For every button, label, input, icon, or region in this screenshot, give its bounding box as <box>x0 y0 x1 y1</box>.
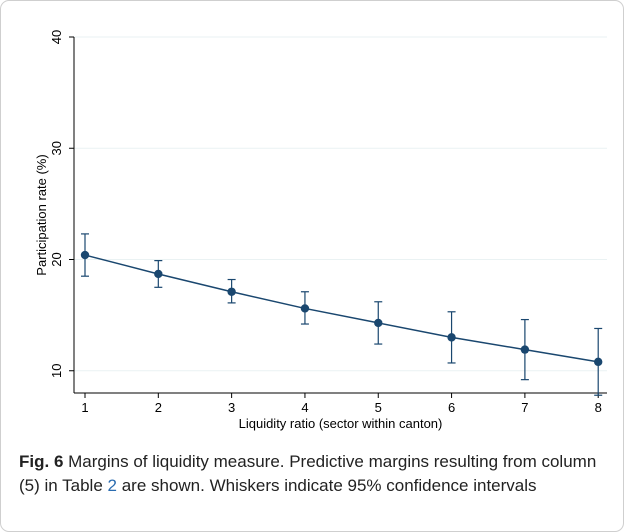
x-tick-label: 8 <box>595 400 602 415</box>
y-tick-label: 40 <box>49 30 64 44</box>
table-reference-link[interactable]: 2 <box>107 476 117 495</box>
caption-text-before: Margins of liquidity measure. Predictive… <box>19 452 597 495</box>
x-tick-label: 6 <box>448 400 455 415</box>
data-point <box>300 304 310 313</box>
y-tick-label: 10 <box>49 364 64 378</box>
y-ticks: 10 20 30 40 <box>49 30 74 378</box>
data-point <box>520 345 530 354</box>
y-tick-label: 20 <box>49 252 64 266</box>
y-tick-label: 30 <box>49 141 64 155</box>
data-point <box>447 333 456 342</box>
figure-label: Fig. 6 <box>19 452 64 471</box>
x-tick-label: 7 <box>521 400 528 415</box>
gridlines <box>74 36 607 372</box>
data-point <box>594 357 603 367</box>
x-axis-title: Liquidity ratio (sector within canton) <box>239 416 443 431</box>
x-tick-label: 3 <box>228 400 235 415</box>
x-tick-label: 5 <box>375 400 382 415</box>
series-line <box>84 254 599 363</box>
data-point <box>154 269 163 279</box>
data-point <box>227 287 236 296</box>
x-ticks: 1 2 3 4 5 6 7 8 <box>81 393 602 415</box>
figure-caption: Fig. 6 Margins of liquidity measure. Pre… <box>19 450 609 498</box>
data-point <box>374 318 383 328</box>
margins-chart: 10 20 30 40 1 2 3 4 5 6 7 8 Liquidity ratio (secto… <box>34 30 607 431</box>
x-tick-label: 2 <box>155 400 162 415</box>
data-point <box>80 250 90 260</box>
y-axis-title: Participation rate (%) <box>34 154 49 275</box>
caption-text-after: are shown. Whiskers indicate 95% confide… <box>116 476 537 495</box>
data-points <box>80 250 603 367</box>
x-tick-label: 4 <box>301 400 308 415</box>
x-tick-label: 1 <box>81 400 88 415</box>
